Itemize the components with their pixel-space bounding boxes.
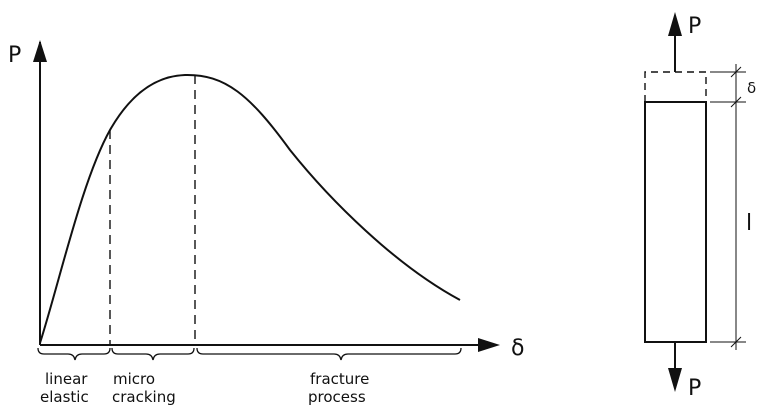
- length-label: l: [746, 211, 752, 236]
- load-deformation-graph: P δ linear elastic micro cracking fractu…: [8, 40, 524, 406]
- region-label-process: process: [308, 388, 366, 406]
- top-load-label: P: [688, 14, 701, 39]
- top-load-arrowhead: [668, 12, 682, 36]
- region-label-cracking: cracking: [112, 388, 176, 406]
- load-deformation-curve: [39, 73, 461, 344]
- tension-specimen: P P δ l: [644, 12, 756, 401]
- brace-fracture-process: [196, 347, 462, 361]
- x-axis-arrow: [478, 338, 500, 352]
- region-label-linear: linear: [45, 370, 88, 388]
- y-axis-arrow: [33, 40, 47, 62]
- x-axis-label: δ: [511, 336, 524, 361]
- region-label-elastic: elastic: [40, 388, 89, 406]
- brace-micro-cracking: [111, 347, 195, 361]
- y-axis-label: P: [8, 43, 21, 68]
- region-label-micro: micro: [113, 370, 155, 388]
- tick-top: [730, 66, 742, 78]
- bottom-load-label: P: [688, 376, 701, 401]
- bottom-load-arrowhead: [668, 368, 682, 392]
- brace-linear-elastic: [37, 347, 111, 361]
- specimen-body: [644, 101, 707, 343]
- tick-middle: [730, 96, 742, 108]
- tick-bottom: [730, 336, 742, 348]
- deformed-outline-dashed: [644, 71, 707, 102]
- elongation-label: δ: [747, 79, 756, 97]
- region-label-fracture: fracture: [310, 370, 369, 388]
